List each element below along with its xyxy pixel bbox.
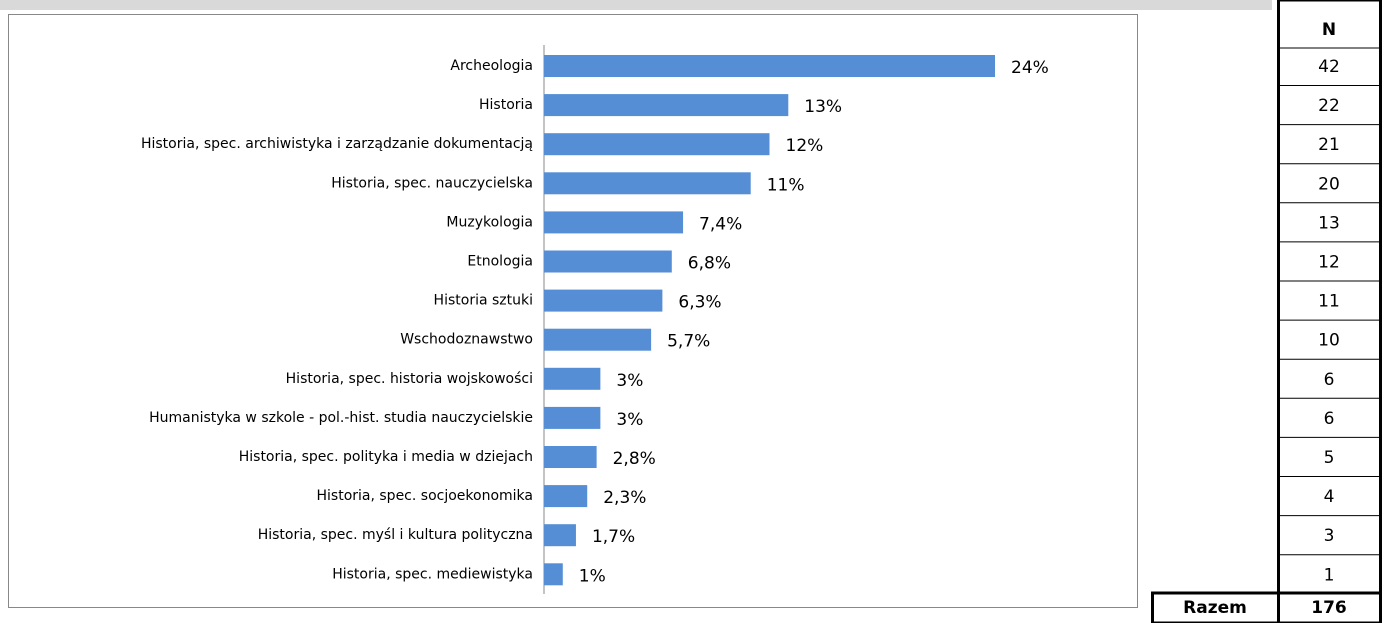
value-label: 3% [616,410,643,430]
category-label: Historia, spec. mediewistyka [332,566,533,582]
table-cell: 12 [1318,253,1340,273]
bar [544,211,684,234]
category-label: Historia, spec. archiwistyka i zarządzan… [141,136,533,152]
value-label: 1% [579,566,606,586]
bar [544,250,672,273]
total-label: Razem [1183,598,1247,618]
table-cell: 11 [1318,292,1340,312]
total-border [1151,591,1382,623]
value-label: 5,7% [667,332,710,352]
value-label: 6,8% [688,254,731,274]
value-label: 24% [1011,58,1049,78]
table-cell: 4 [1324,487,1335,507]
bar [544,446,597,468]
category-label: Historia, spec. historia wojskowości [286,371,533,387]
bar [544,289,663,312]
category-label: Historia, spec. socjoekonomika [317,488,534,504]
table-cell: 1 [1324,565,1335,585]
category-label: Archeologia [450,58,533,74]
table-cell: 3 [1324,526,1335,546]
category-label: Etnologia [467,254,533,270]
category-label: Historia, spec. nauczycielska [331,175,533,191]
value-label: 3% [616,371,643,391]
value-label: 13% [804,97,842,117]
bar [544,485,588,508]
bar [544,94,789,117]
bar [544,406,601,429]
table-cell: 13 [1318,213,1340,233]
category-label: Wschodoznawstwo [400,332,533,348]
table-cell: 6 [1324,370,1335,390]
table-cell: 10 [1318,331,1340,351]
table-cell: 6 [1324,409,1335,429]
value-label: 6,3% [678,293,721,313]
category-label: Humanistyka w szkole - pol.-hist. studia… [149,410,533,426]
bar [544,133,770,156]
bar [544,328,652,351]
value-label: 2,8% [613,449,656,469]
category-label: Historia [479,97,533,113]
value-label: 7,4% [699,214,742,234]
bar [544,55,995,77]
bar [544,367,601,390]
value-label: 2,3% [603,488,646,508]
category-label: Historia sztuki [434,293,533,309]
category-label: Historia, spec. myśl i kultura polityczn… [258,527,533,543]
value-label: 11% [767,175,805,195]
category-label: Muzykologia [446,214,533,230]
value-label: 12% [786,136,824,156]
bar [544,524,576,547]
table-header: N [1322,20,1336,40]
table-cell: 22 [1318,96,1340,116]
table-cell: 5 [1324,448,1335,468]
header-band [0,0,1272,10]
table-cell: 42 [1318,57,1340,77]
table-border [1277,0,1382,623]
total-value: 176 [1311,598,1347,618]
bar [544,563,563,586]
bar [544,172,751,195]
value-label: 1,7% [592,527,635,547]
table-cell: 21 [1318,135,1340,155]
category-label: Historia, spec. polityka i media w dziej… [239,449,533,465]
table-cell: 20 [1318,174,1340,194]
